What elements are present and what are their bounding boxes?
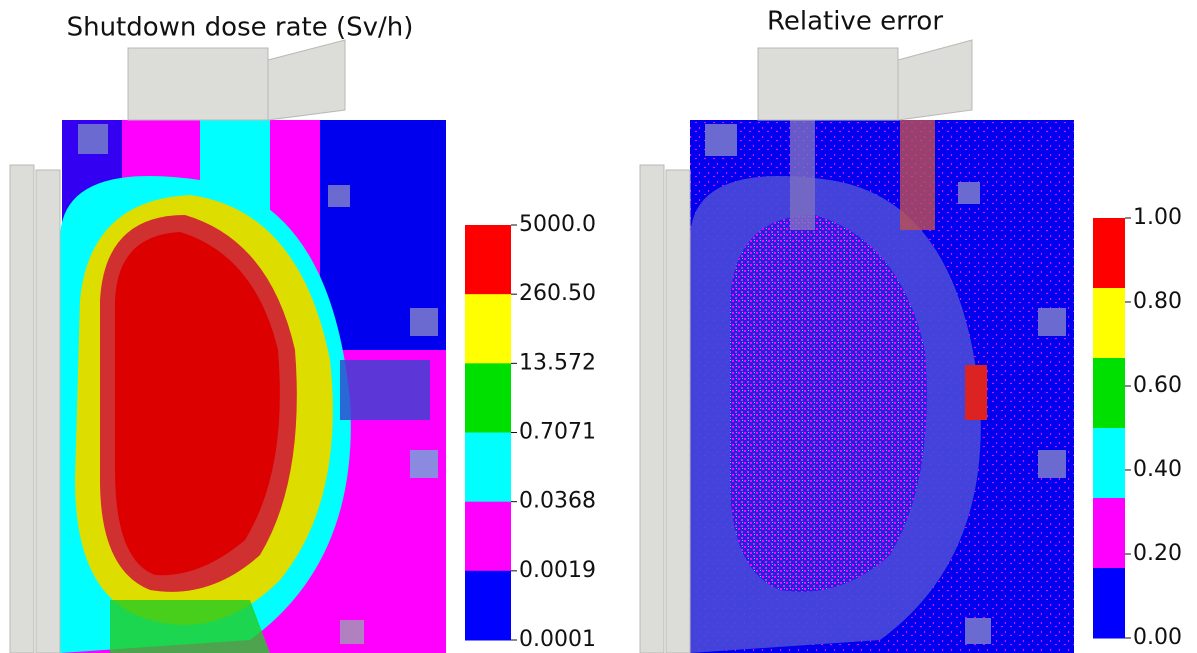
colorbar-label: 0.60 [1133, 373, 1182, 398]
colorbar-band [1093, 218, 1125, 289]
relative-error-map [690, 120, 1074, 653]
colorbar-label: 0.40 [1133, 457, 1182, 482]
colorbar-band [465, 501, 511, 572]
colorbar-band [1093, 498, 1125, 569]
colorbar-band [465, 570, 511, 641]
panel-title: Relative error [767, 7, 943, 37]
machinery [9, 39, 973, 653]
colorbar-label: 0.00 [1133, 625, 1182, 650]
colorbar-label: 260.50 [519, 281, 596, 306]
colorbar-label: 0.80 [1133, 289, 1182, 314]
colorbar-label: 0.0368 [519, 489, 596, 514]
colorbar-band [1093, 568, 1125, 639]
panel-title: Shutdown dose rate (Sv/h) [67, 13, 414, 43]
dose-rate-map [60, 120, 446, 653]
colorbar-label: 0.7071 [519, 420, 596, 445]
colorbar-band [1093, 428, 1125, 499]
colorbar-band [465, 225, 511, 295]
colorbar-band [1093, 358, 1125, 429]
colorbar-band [465, 294, 511, 364]
colorbar-band [465, 432, 511, 503]
colorbar-label: 13.572 [519, 350, 596, 375]
colorbar-label: 5000.0 [519, 212, 596, 237]
colorbar-band [465, 363, 511, 433]
colorbar-label: 1.00 [1133, 205, 1182, 230]
colorbar-band [1093, 288, 1125, 359]
colorbar-label: 0.0001 [519, 627, 596, 652]
colorbar-label: 0.0019 [519, 558, 596, 583]
colorbar-label: 0.20 [1133, 541, 1182, 566]
